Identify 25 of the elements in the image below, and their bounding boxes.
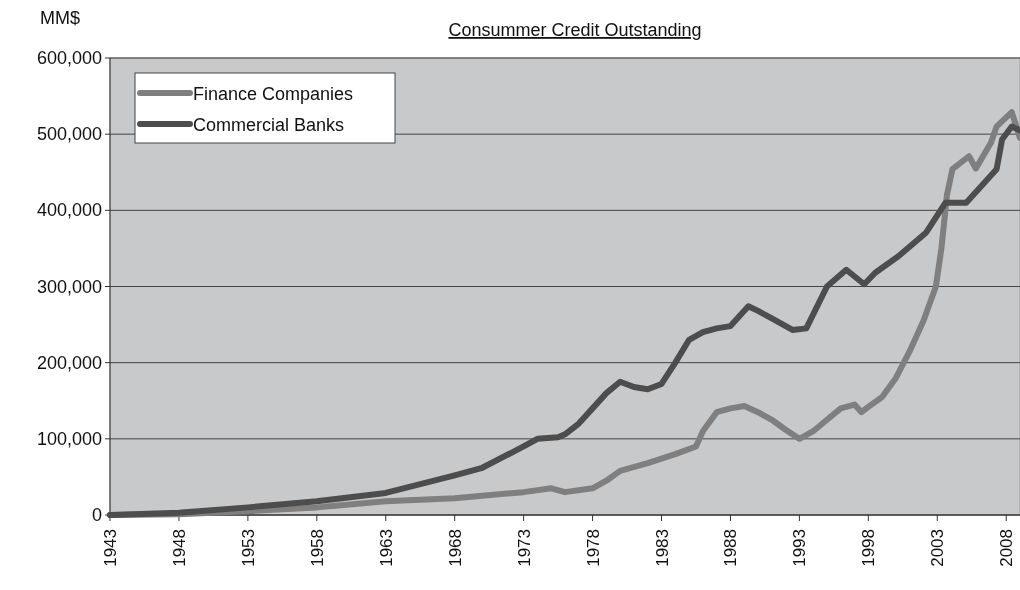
x-tick-label: 2003 [928, 529, 948, 567]
x-tick-label: 1968 [445, 529, 465, 567]
chart-title: Consummer Credit Outstanding [448, 20, 702, 40]
x-tick-label: 1978 [583, 529, 603, 567]
x-tick-label: 1953 [238, 529, 258, 567]
x-tick-label: 1988 [721, 529, 741, 567]
y-tick-label: 300,000 [36, 276, 102, 297]
legend-label: Commercial Banks [193, 115, 345, 135]
x-tick-label: 2008 [997, 529, 1017, 567]
y-tick-label: 400,000 [36, 200, 102, 221]
x-tick-label: 1973 [514, 529, 534, 567]
x-tick-label: 1958 [307, 529, 327, 567]
x-tick-label: 1943 [101, 529, 120, 567]
x-tick-label: 1963 [376, 529, 396, 567]
y-tick-label: 500,000 [36, 124, 102, 145]
legend-label: Finance Companies [193, 84, 354, 104]
y-axis-title: MM$ [40, 8, 80, 28]
x-tick-label: 1948 [169, 529, 189, 567]
y-tick-label: 600,000 [36, 48, 102, 68]
x-tick-label: 1993 [790, 529, 810, 567]
x-tick-label: 1983 [652, 529, 672, 567]
y-tick-label: 200,000 [36, 352, 102, 373]
y-tick-label: 0 [91, 505, 102, 525]
x-tick-label: 1998 [859, 529, 879, 567]
y-tick-label: 100,000 [36, 428, 102, 449]
